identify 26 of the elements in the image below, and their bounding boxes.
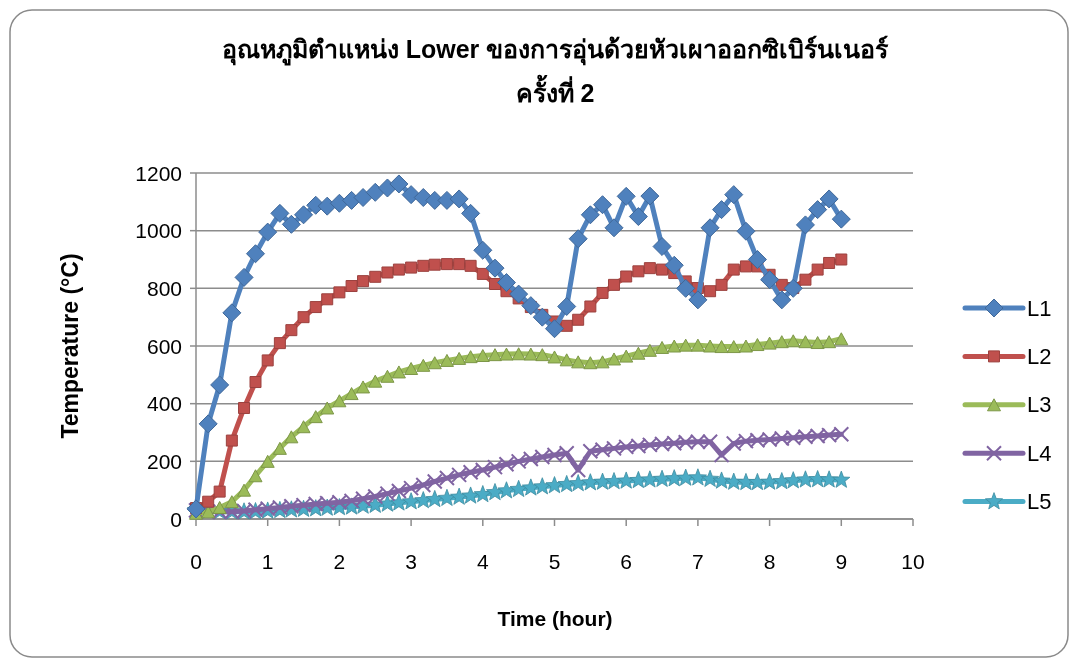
x-tick-label: 5 xyxy=(548,549,561,573)
legend-label: L1 xyxy=(1027,295,1052,321)
y-tick-label: 800 xyxy=(146,276,182,300)
x-tick-label: 2 xyxy=(333,549,346,573)
x-tick-label: 1 xyxy=(261,549,274,573)
y-tick-label: 400 xyxy=(146,392,182,416)
y-tick-label: 200 xyxy=(146,449,182,473)
x-tick-label: 6 xyxy=(620,549,633,573)
x-tick-label: 8 xyxy=(763,549,776,573)
y-axis-title: Temperature (°C) xyxy=(57,253,83,439)
y-tick-label: 1000 xyxy=(135,219,182,243)
legend-label: L3 xyxy=(1027,392,1052,418)
y-tick-label: 600 xyxy=(146,334,182,358)
legend-label: L5 xyxy=(1027,489,1052,515)
legend-label: L2 xyxy=(1027,343,1052,369)
y-tick-label: 0 xyxy=(170,507,182,531)
x-axis-title: Time (hour) xyxy=(497,606,613,630)
x-tick-label: 4 xyxy=(476,549,489,573)
x-tick-label: 9 xyxy=(835,549,848,573)
x-tick-label: 10 xyxy=(901,549,925,573)
x-tick-label: 7 xyxy=(692,549,704,573)
x-tick-label: 3 xyxy=(405,549,417,573)
legend-label: L4 xyxy=(1027,440,1052,466)
chart-title: อุณหภูมิตำแหน่ง Lower ของการอุ่นด้วยหัวเผาออกซิเบิร์นเนอร์ ครั้งที่ 2 xyxy=(221,35,890,107)
x-tick-label: 0 xyxy=(190,549,202,573)
y-tick-label: 1200 xyxy=(135,161,182,185)
